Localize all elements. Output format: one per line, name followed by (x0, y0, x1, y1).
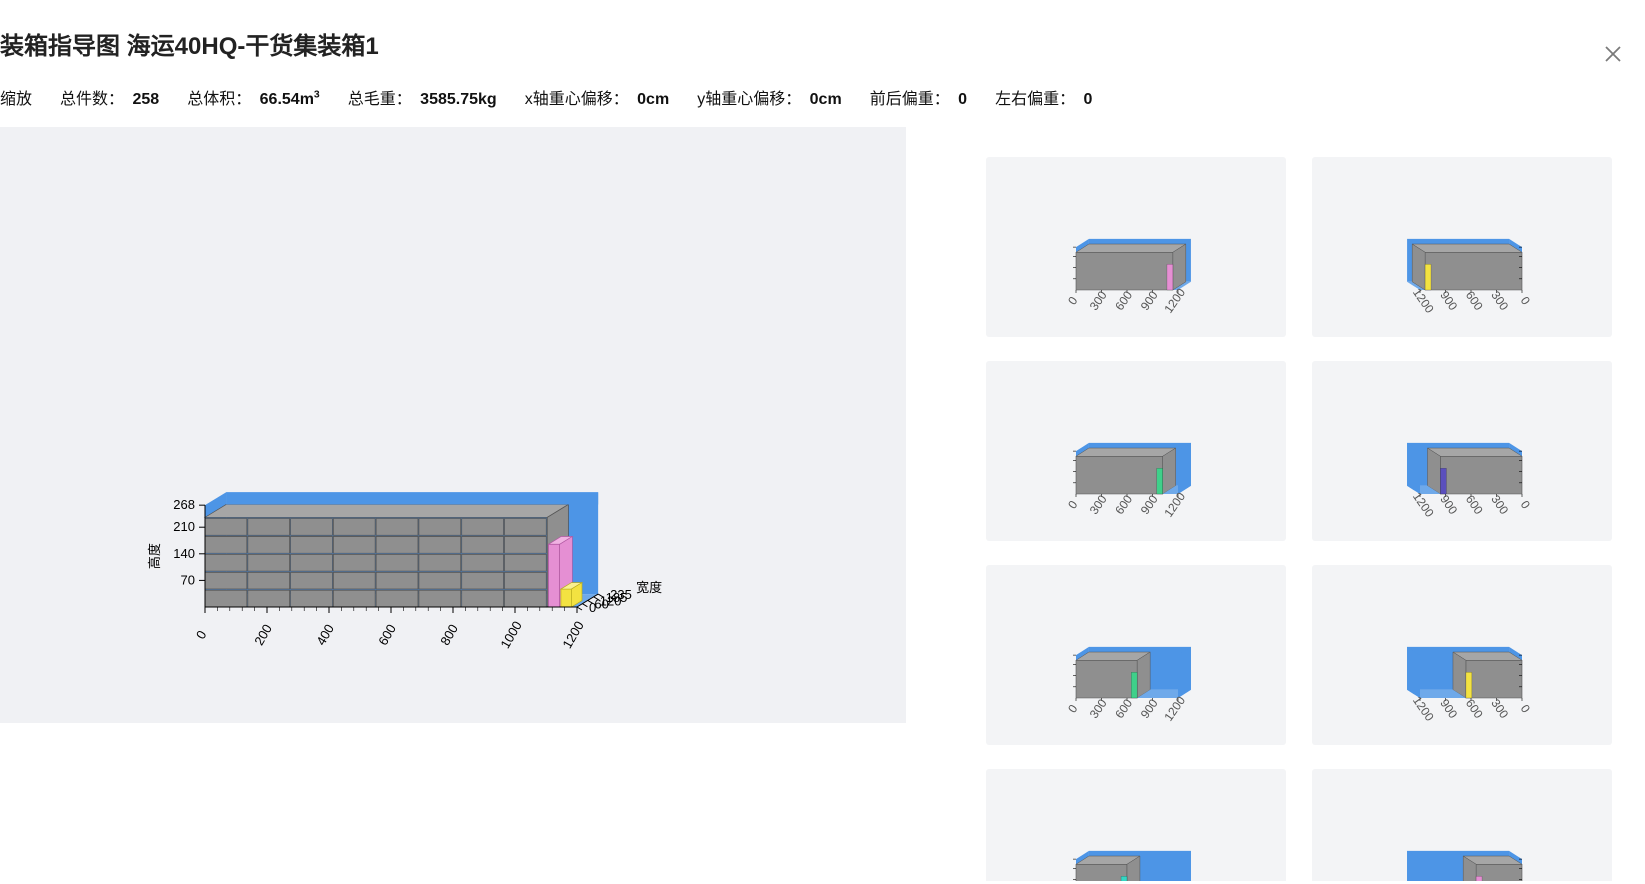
svg-text:900: 900 (1138, 696, 1161, 721)
close-button[interactable] (1599, 40, 1627, 68)
thumbnail-scroll-area[interactable]: 0300600900120003006009001200030060090012… (906, 127, 1645, 881)
stat-scale: 缩放 (0, 85, 32, 109)
svg-text:1200: 1200 (1161, 693, 1188, 723)
stat-lr-balance: 左右偏重： 0 (995, 85, 1092, 109)
stat-total-volume: 总体积： 66.54m3 (187, 85, 320, 109)
svg-text:0: 0 (1065, 294, 1080, 308)
svg-text:1200: 1200 (1410, 694, 1437, 724)
svg-text:600: 600 (1463, 492, 1486, 517)
svg-text:600: 600 (1112, 492, 1135, 517)
svg-text:300: 300 (1087, 492, 1110, 517)
svg-text:0: 0 (1518, 294, 1533, 308)
svg-text:268: 268 (173, 497, 195, 512)
svg-text:300: 300 (1087, 288, 1110, 313)
thumbnail-container-icon: 0 3006009001200 (1332, 376, 1592, 526)
svg-text:0: 0 (193, 628, 210, 642)
svg-text:800: 800 (437, 622, 461, 648)
svg-text:1000: 1000 (497, 618, 524, 651)
svg-text:300: 300 (1488, 492, 1511, 517)
main-3d-view[interactable]: 020040060080010001200060120185235宽度70140… (0, 127, 906, 723)
thumbnail-view-6[interactable]: 0 3006009001200 (1312, 565, 1612, 745)
thumbnail-container-icon: 03006009001200 (1332, 172, 1592, 322)
thumbnail-view-2[interactable]: 03006009001200 (1312, 157, 1612, 337)
svg-text:宽度: 宽度 (636, 580, 662, 595)
svg-text:900: 900 (1138, 288, 1161, 313)
svg-text:0: 0 (1065, 702, 1080, 716)
svg-text:900: 900 (1437, 696, 1460, 721)
thumbnail-view-5[interactable]: 0 3006009001200 (986, 565, 1286, 745)
svg-text:0: 0 (1065, 498, 1080, 512)
svg-text:高度: 高度 (147, 543, 162, 569)
thumbnail-view-8[interactable]: 03006009001200 (1312, 769, 1612, 881)
svg-text:600: 600 (1112, 696, 1135, 721)
thumbnail-view-4[interactable]: 0 3006009001200 (1312, 361, 1612, 541)
thumbnail-container-icon: 0 3006009001200 (1006, 376, 1266, 526)
svg-text:300: 300 (1087, 696, 1110, 721)
container-diagram: 020040060080010001200060120185235宽度70140… (0, 127, 906, 723)
thumbnail-view-3[interactable]: 0 3006009001200 (986, 361, 1286, 541)
thumbnail-container-icon: 0 3006009001200 (1006, 580, 1266, 730)
svg-text:1200: 1200 (559, 618, 586, 651)
svg-text:600: 600 (1463, 288, 1486, 313)
svg-text:300: 300 (1488, 696, 1511, 721)
thumbnail-container-icon: 03006009001200 (1006, 784, 1266, 881)
svg-text:70: 70 (181, 572, 195, 587)
close-icon (1603, 44, 1623, 64)
svg-text:300: 300 (1488, 288, 1511, 313)
thumbnail-view-1[interactable]: 03006009001200 (986, 157, 1286, 337)
thumbnail-container-icon: 03006009001200 (1332, 784, 1592, 881)
thumbnail-container-icon: 0 3006009001200 (1332, 580, 1592, 730)
stat-y-offset: y轴重心偏移： 0cm (697, 85, 842, 109)
svg-text:140: 140 (173, 546, 195, 561)
svg-text:900: 900 (1437, 288, 1460, 313)
svg-text:1200: 1200 (1161, 489, 1188, 519)
thumbnail-view-7[interactable]: 03006009001200 (986, 769, 1286, 881)
svg-text:235: 235 (610, 587, 632, 602)
stats-row: 缩放 总件数： 258 总体积： 66.54m3 总毛重： 3585.75kg … (0, 85, 1645, 127)
page-title: 装箱指导图 海运40HQ-干货集装箱1 (0, 26, 1645, 61)
svg-text:0: 0 (1518, 702, 1533, 716)
svg-text:210: 210 (173, 519, 195, 534)
svg-text:600: 600 (1463, 696, 1486, 721)
stat-total-count: 总件数： 258 (60, 85, 159, 109)
svg-text:200: 200 (251, 622, 275, 648)
thumbnail-container-icon: 03006009001200 (1006, 172, 1266, 322)
stat-total-weight: 总毛重： 3585.75kg (348, 85, 497, 109)
svg-text:1200: 1200 (1410, 490, 1437, 520)
svg-text:600: 600 (1112, 288, 1135, 313)
stat-fb-balance: 前后偏重： 0 (870, 85, 967, 109)
svg-text:400: 400 (313, 622, 337, 648)
svg-text:900: 900 (1138, 492, 1161, 517)
svg-text:600: 600 (375, 622, 399, 648)
svg-text:0: 0 (1518, 498, 1533, 512)
svg-text:900: 900 (1437, 492, 1460, 517)
stat-x-offset: x轴重心偏移： 0cm (525, 85, 670, 109)
